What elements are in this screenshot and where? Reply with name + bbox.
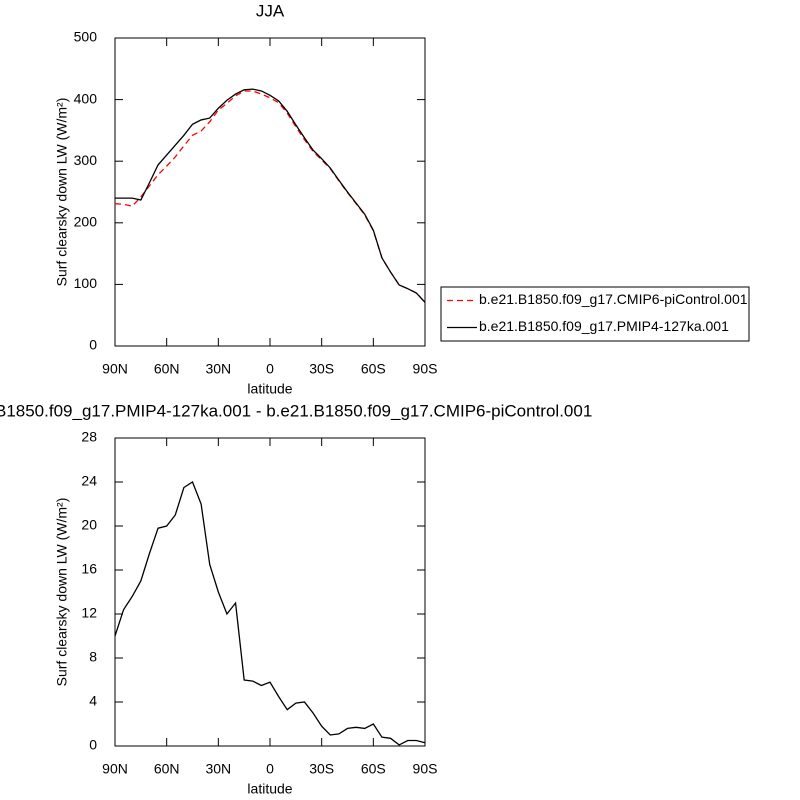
y-tick-label: 16 [81, 561, 97, 577]
x-tick-label: 60N [154, 361, 180, 377]
x-tick-label: 30N [205, 361, 231, 377]
legend-label: b.e21.B1850.f09_g17.PMIP4-127ka.001 [479, 318, 729, 334]
legend-label: b.e21.B1850.f09_g17.CMIP6-piControl.001 [479, 291, 748, 307]
y-tick-label: 20 [81, 517, 97, 533]
y-axis-label: Surf clearsky down LW (W/m²) [54, 498, 70, 687]
data-line [115, 88, 426, 303]
y-tick-label: 300 [74, 152, 98, 168]
x-tick-label: 90S [413, 361, 438, 377]
y-tick-label: 8 [89, 649, 97, 665]
data-line [114, 90, 426, 303]
x-tick-label: 60S [361, 761, 386, 777]
y-tick-label: 400 [74, 90, 98, 106]
plot-frame [114, 437, 426, 747]
y-tick-label: 12 [81, 605, 97, 621]
y-tick-label: 24 [81, 473, 97, 489]
y-tick-label: 500 [74, 29, 98, 45]
x-tick-label: 0 [266, 361, 274, 377]
y-tick-label: 28 [81, 429, 97, 445]
plot-frame [114, 37, 426, 347]
x-tick-label: 90N [102, 761, 128, 777]
y-tick-label: 100 [74, 275, 98, 291]
x-tick-label: 90S [413, 761, 438, 777]
x-tick-label: 90N [102, 361, 128, 377]
chart-title: JJA [256, 1, 285, 20]
x-tick-label: 60N [154, 761, 180, 777]
x-tick-label: 0 [266, 761, 274, 777]
y-axis-label: Surf clearsky down LW (W/m²) [54, 98, 70, 287]
data-line [114, 481, 426, 746]
y-tick-label: 4 [89, 693, 97, 709]
legend-box [440, 286, 750, 342]
x-axis-label: latitude [247, 781, 292, 797]
x-axis-label: latitude [247, 381, 292, 397]
y-tick-label: 200 [74, 214, 98, 230]
x-tick-label: 30N [205, 761, 231, 777]
chart-title: b.e21.B1850.f09_g17.PMIP4-127ka.001 - b.… [0, 401, 592, 420]
x-tick-label: 30S [309, 761, 334, 777]
y-tick-label: 0 [89, 337, 97, 353]
y-tick-label: 0 [89, 737, 97, 753]
x-tick-label: 60S [361, 361, 386, 377]
x-tick-label: 30S [309, 361, 334, 377]
